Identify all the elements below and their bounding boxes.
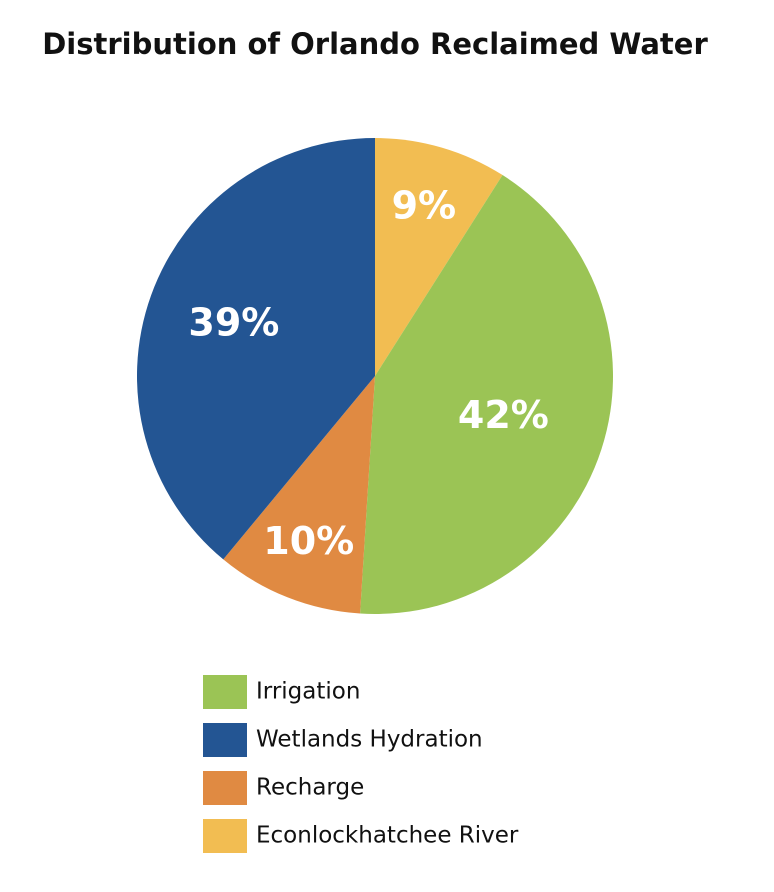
legend-swatch xyxy=(203,819,247,853)
data-label: 10% xyxy=(263,519,354,563)
pie-slice xyxy=(375,138,503,376)
legend-label: Irrigation xyxy=(256,679,360,705)
legend-label: Recharge xyxy=(256,775,364,801)
data-label: 9% xyxy=(392,183,457,227)
chart-title: Distribution of Orlando Reclaimed Water xyxy=(42,27,708,61)
legend-swatch xyxy=(203,771,247,805)
legend-swatch xyxy=(203,723,247,757)
data-label: 39% xyxy=(188,301,279,345)
data-label: 42% xyxy=(458,393,549,437)
legend-label: Econlockhatchee River xyxy=(256,823,519,849)
legend-swatch xyxy=(203,675,247,709)
pie-slice xyxy=(360,175,614,614)
pie-slice xyxy=(137,138,375,560)
pie-slice xyxy=(223,376,375,614)
legend-label: Wetlands Hydration xyxy=(256,727,483,753)
